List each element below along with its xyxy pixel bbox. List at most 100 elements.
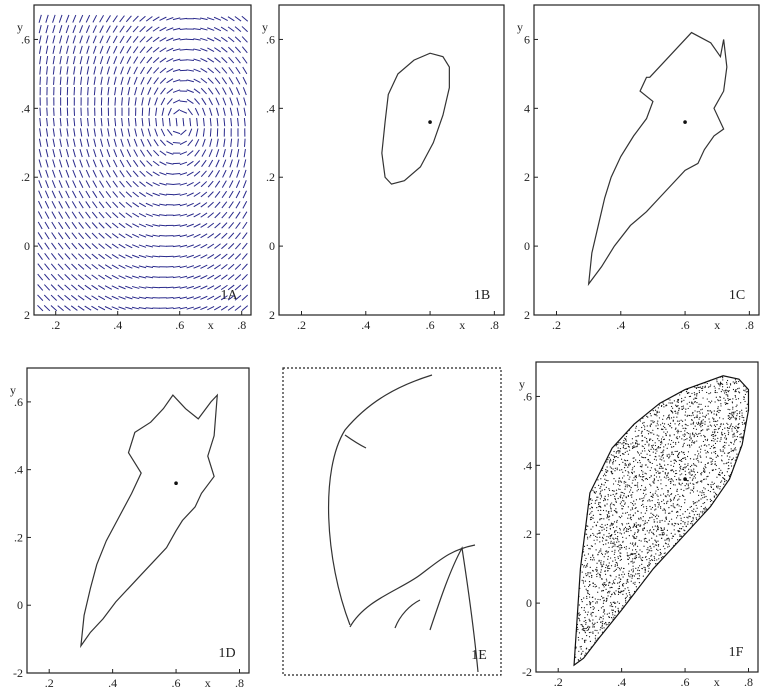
field-segment <box>93 138 97 147</box>
field-segment <box>223 117 226 127</box>
field-segment <box>214 285 222 290</box>
attractor-point <box>643 545 645 547</box>
field-segment <box>200 78 208 84</box>
attractor-point <box>632 479 634 481</box>
attractor-point <box>665 518 667 520</box>
attractor-point <box>584 630 586 632</box>
attractor-point <box>632 442 634 444</box>
attractor-point <box>698 403 700 405</box>
attractor-point <box>720 438 722 440</box>
field-segment <box>132 244 140 249</box>
field-segment <box>118 264 126 269</box>
attractor-point <box>738 391 740 393</box>
field-segment <box>222 97 227 106</box>
field-segment <box>186 213 194 217</box>
attractor-point <box>734 411 736 413</box>
attractor-point <box>677 398 680 401</box>
field-segment <box>152 192 160 197</box>
attractor-point <box>728 444 730 446</box>
attractor-point <box>662 436 664 438</box>
attractor-point <box>622 576 624 578</box>
attractor-point <box>691 444 693 446</box>
attractor-point <box>682 526 684 528</box>
attractor-point <box>647 547 649 549</box>
attractor-point <box>677 405 679 407</box>
attractor-point <box>598 618 601 620</box>
attractor-point <box>687 523 689 525</box>
field-segment <box>209 107 213 116</box>
attractor-point <box>606 567 609 569</box>
attractor-point <box>608 515 611 517</box>
attractor-point <box>626 486 628 488</box>
field-segment <box>159 67 167 74</box>
attractor-point <box>609 536 611 538</box>
attractor-point <box>730 416 732 418</box>
attractor-point <box>704 382 706 384</box>
attractor-point <box>619 548 621 550</box>
attractor-point <box>672 484 675 486</box>
field-segment <box>172 245 181 248</box>
attractor-point <box>612 454 614 456</box>
attractor-point <box>660 527 662 529</box>
attractor-point <box>657 515 660 517</box>
attractor-point <box>626 595 628 597</box>
attractor-point <box>638 429 640 432</box>
attractor-point <box>638 556 640 558</box>
attractor-point <box>691 489 694 491</box>
attractor-point <box>688 472 690 474</box>
attractor-point <box>585 623 587 625</box>
attractor-point <box>626 580 628 582</box>
attractor-point <box>578 604 580 606</box>
attractor-point <box>697 481 699 483</box>
attractor-point <box>722 449 724 451</box>
attractor-point <box>624 448 626 450</box>
attractor-point <box>655 448 658 450</box>
attractor-point <box>660 552 662 555</box>
attractor-point <box>596 496 598 498</box>
attractor-point <box>712 431 714 433</box>
attractor-point <box>729 456 731 458</box>
attractor-point <box>628 570 630 572</box>
attractor-point <box>683 489 685 492</box>
attractor-point <box>649 560 651 562</box>
attractor-point <box>728 458 730 461</box>
attractor-point <box>715 413 718 415</box>
attractor-point <box>635 427 637 429</box>
attractor-point <box>605 588 607 590</box>
attractor-point <box>628 484 630 487</box>
field-segment <box>107 117 110 127</box>
attractor-point <box>594 637 596 639</box>
attractor-point <box>698 500 700 502</box>
attractor-point <box>625 596 627 599</box>
attractor-point <box>730 423 733 425</box>
field-segment <box>186 49 194 51</box>
attractor-point <box>715 428 717 431</box>
y-tick-label: .6 <box>14 395 23 409</box>
attractor-point <box>619 488 621 491</box>
attractor-point <box>625 464 627 466</box>
attractor-point <box>597 509 599 512</box>
attractor-point <box>653 519 655 521</box>
attractor-point <box>653 529 655 531</box>
field-segment <box>104 274 112 280</box>
attractor-point <box>613 450 615 453</box>
field-segment <box>159 150 167 156</box>
field-segment <box>172 130 181 135</box>
field-segment <box>71 190 77 199</box>
attractor-point <box>664 444 667 446</box>
field-segment <box>57 305 64 312</box>
attractor-point <box>738 412 741 414</box>
attractor-point <box>701 424 704 427</box>
field-segment <box>139 149 146 157</box>
panel-label: 1C <box>729 288 745 303</box>
field-segment <box>193 68 201 73</box>
attractor-point <box>605 566 607 569</box>
attractor-point <box>602 620 604 622</box>
attractor-point <box>624 437 626 439</box>
field-segment <box>111 306 119 310</box>
y-tick-label: 4 <box>524 101 530 115</box>
attractor-point <box>732 388 735 391</box>
attractor-point <box>713 424 716 426</box>
attractor-point <box>662 533 664 535</box>
attractor-point <box>614 549 616 551</box>
